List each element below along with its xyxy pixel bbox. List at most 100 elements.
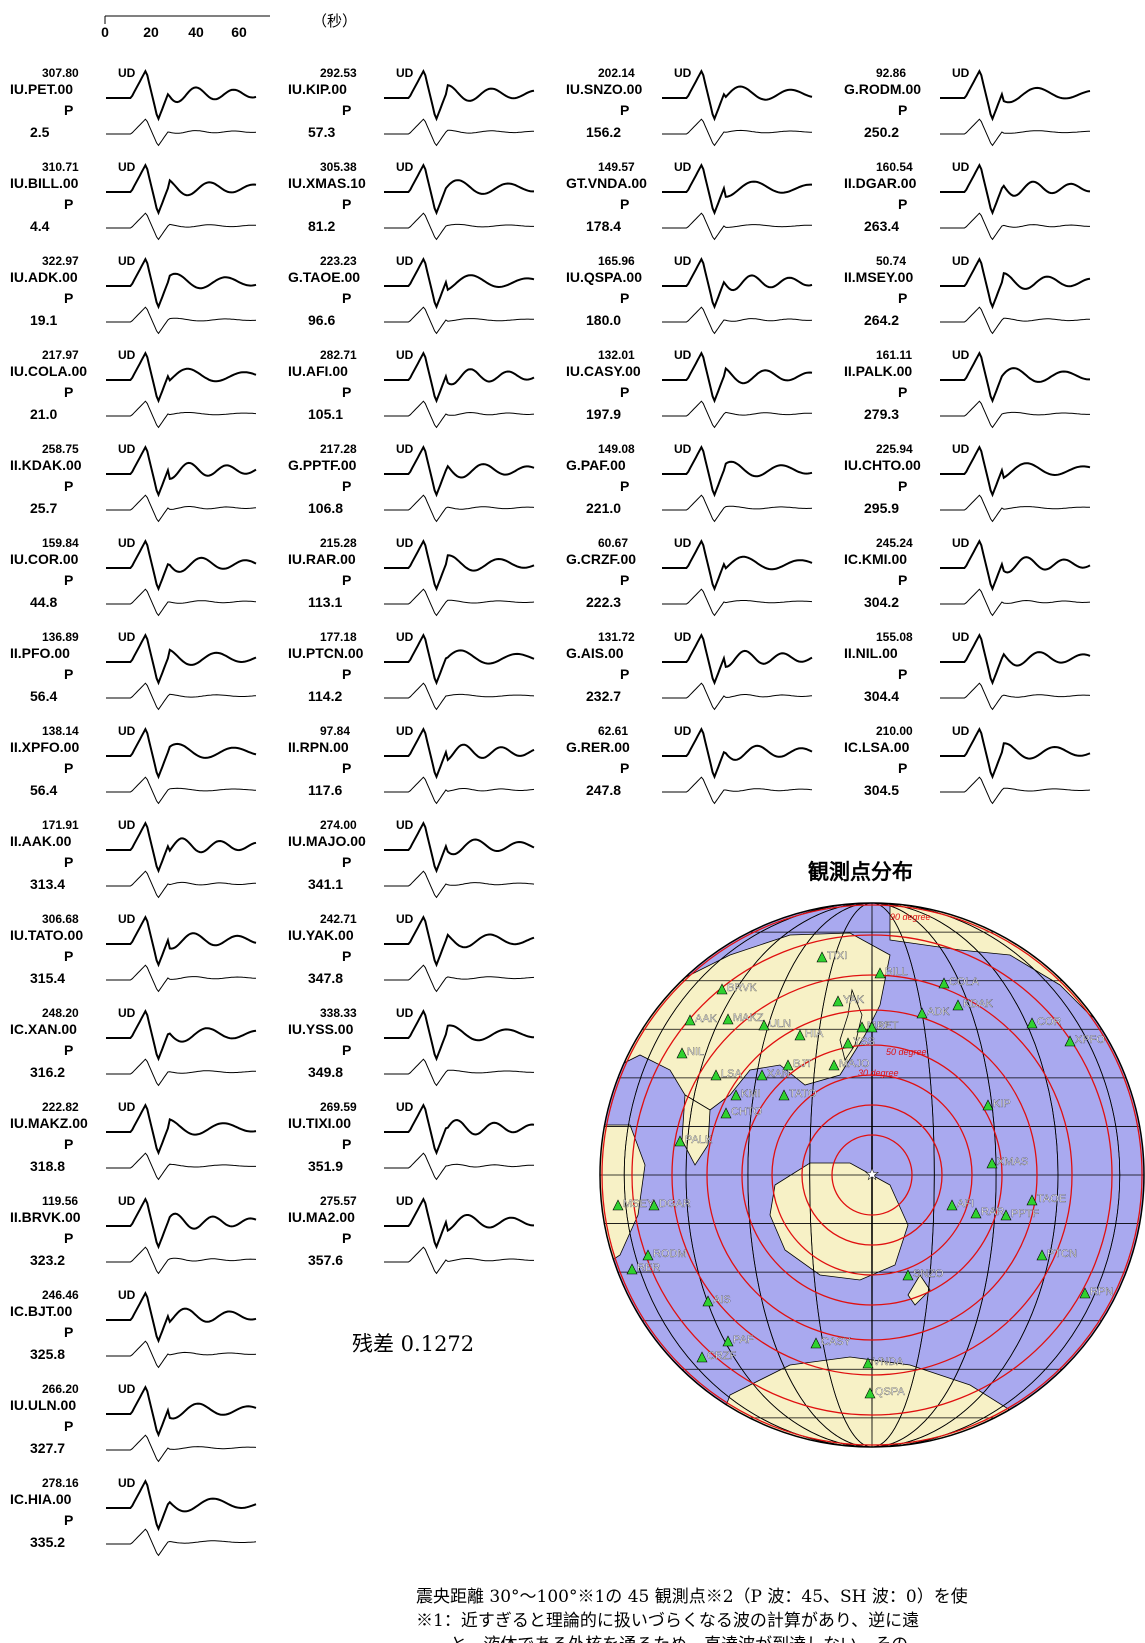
waveform <box>940 350 1090 429</box>
synthetic-waveform <box>106 1152 256 1181</box>
station-amplitude: 274.00 <box>320 818 357 832</box>
distance-ring <box>671 974 1073 1376</box>
station-azimuth: 156.2 <box>586 124 622 140</box>
station-trace: 149.08 UD G.PAF.00 P 221.0 <box>556 442 826 538</box>
station-amplitude: 322.97 <box>42 254 79 268</box>
station-component: UD <box>952 66 970 80</box>
station-component: UD <box>952 724 970 738</box>
station-phase: P <box>64 1042 74 1058</box>
observed-waveform <box>106 68 257 122</box>
station-component: UD <box>118 1006 136 1020</box>
observed-waveform <box>384 162 534 216</box>
station-phase: P <box>64 854 74 870</box>
station-marker-icon <box>816 951 828 963</box>
station-trace: 171.91 UD II.AAK.00 P 313.4 <box>0 818 270 914</box>
station-code: IU.ADK.00 <box>10 269 78 285</box>
station-code: IU.PET.00 <box>10 81 74 97</box>
station-trace: 258.75 UD II.KDAK.00 P 25.7 <box>0 442 270 538</box>
station-azimuth: 114.2 <box>308 688 343 704</box>
station-trace: 307.80 UD IU.PET.00 P 2.5 <box>0 66 270 162</box>
station-amplitude: 217.97 <box>42 348 79 362</box>
station-marker-icon <box>874 967 886 979</box>
station-phase: P <box>342 1136 352 1152</box>
station-code: IU.KIP.00 <box>288 81 347 97</box>
observed-waveform <box>384 350 535 404</box>
station-trace: 160.54 UD II.DGAR.00 P 263.4 <box>834 160 1104 256</box>
station-label: PPTF <box>1011 1208 1039 1220</box>
station-trace: 245.24 UD IC.KMI.00 P 304.2 <box>834 536 1104 632</box>
station-component: UD <box>118 724 136 738</box>
station-amplitude: 310.71 <box>42 160 79 174</box>
station-component: UD <box>952 160 970 174</box>
waveform <box>940 538 1091 617</box>
waveform <box>662 68 813 147</box>
waveform <box>106 1102 257 1181</box>
station-code: IC.BJT.00 <box>10 1303 73 1319</box>
station-marker-icon <box>720 1107 732 1119</box>
station-label: COLA <box>949 976 980 988</box>
station-label: TIXI <box>827 950 847 962</box>
synthetic-waveform <box>384 1152 534 1181</box>
station-label: YAK <box>843 994 865 1006</box>
observed-waveform <box>662 538 813 592</box>
waveform <box>662 632 813 711</box>
waveform <box>384 1008 535 1087</box>
station-code: II.PFO.00 <box>10 645 70 661</box>
station-component: UD <box>396 442 414 456</box>
distance-ring <box>741 1044 1003 1306</box>
station-component: UD <box>674 348 692 362</box>
distance-ring <box>801 1104 943 1246</box>
station-code: IU.COR.00 <box>10 551 79 567</box>
station-amplitude: 92.86 <box>876 66 907 80</box>
station-azimuth: 232.7 <box>586 688 622 704</box>
waveform <box>384 632 535 711</box>
station-trace: 155.08 UD II.NIL.00 P 304.4 <box>834 630 1104 726</box>
waveform <box>384 350 535 429</box>
synthetic-waveform <box>662 306 813 335</box>
station-label: BJT <box>793 1058 813 1070</box>
waveform <box>940 632 1091 711</box>
synthetic-waveform <box>384 118 535 147</box>
observed-waveform <box>940 632 1091 686</box>
station-marker-icon <box>1079 1287 1091 1299</box>
station-trace: 278.16 UD IC.HIA.00 P 335.2 <box>0 1476 270 1572</box>
station-label: VNDA <box>873 1356 904 1368</box>
station-azimuth: 325.8 <box>30 1346 66 1362</box>
station-amplitude: 258.75 <box>42 442 79 456</box>
station-phase: P <box>64 290 74 306</box>
waveform <box>106 914 257 993</box>
station-marker-icon <box>902 1269 914 1281</box>
station-marker-icon <box>684 1014 696 1026</box>
station-code: IU.CHTO.00 <box>844 457 921 473</box>
station-trace: 306.68 UD IU.TATO.00 P 315.4 <box>0 912 270 1008</box>
map-title: 観測点分布 <box>808 860 913 884</box>
station-component: UD <box>118 912 136 926</box>
station-label: SNZO <box>913 1268 944 1280</box>
observed-waveform <box>940 162 1091 216</box>
station-component: UD <box>674 66 692 80</box>
station-marker-icon <box>730 1089 742 1101</box>
station-phase: P <box>342 384 352 400</box>
station-amplitude: 306.68 <box>42 912 79 926</box>
station-marker-icon <box>810 1337 822 1349</box>
station-azimuth: 264.2 <box>864 312 900 328</box>
station-phase: P <box>342 196 352 212</box>
waveform <box>106 1384 257 1463</box>
note-line-2: ※1：近すぎると理論的に扱いづらくなる波の計算があり、逆に遠 <box>416 1611 920 1631</box>
station-azimuth: 180.0 <box>586 312 622 328</box>
observed-waveform <box>106 444 257 498</box>
waveform <box>940 444 1091 523</box>
synthetic-waveform <box>106 400 257 429</box>
station-component: UD <box>396 1100 414 1114</box>
observed-waveform <box>384 632 535 686</box>
station-component: UD <box>118 254 136 268</box>
station-marker-icon <box>832 995 844 1007</box>
station-code: IU.TATO.00 <box>10 927 84 943</box>
synthetic-waveform <box>106 1058 256 1087</box>
station-label: NIL <box>687 1046 704 1058</box>
station-marker-icon <box>1064 1035 1076 1047</box>
observed-waveform <box>384 68 535 122</box>
station-component: UD <box>396 1006 414 1020</box>
station-component: UD <box>396 912 414 926</box>
station-component: UD <box>674 630 692 644</box>
